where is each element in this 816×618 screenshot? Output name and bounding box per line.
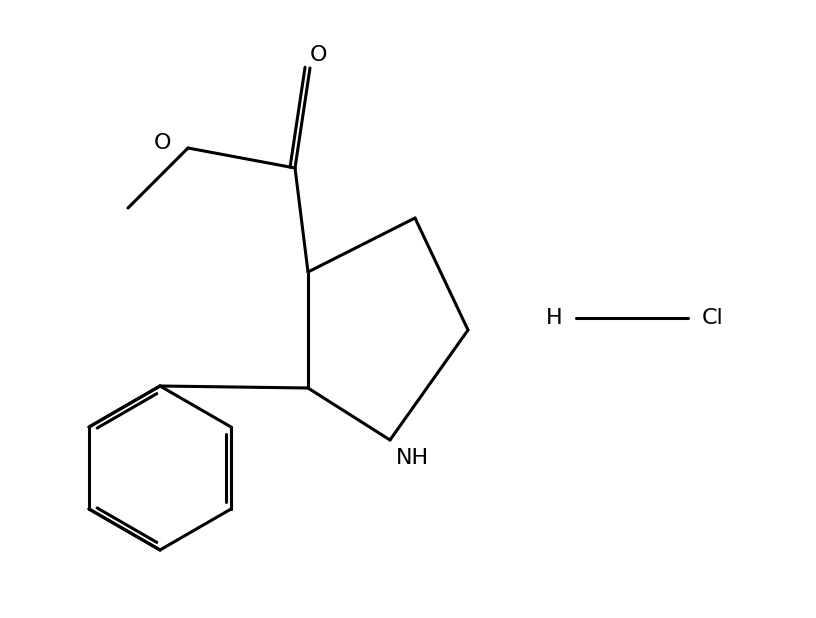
Text: O: O [309, 45, 326, 65]
Text: H: H [545, 308, 562, 328]
Text: O: O [153, 133, 171, 153]
Text: NH: NH [396, 448, 429, 468]
Text: Cl: Cl [702, 308, 724, 328]
